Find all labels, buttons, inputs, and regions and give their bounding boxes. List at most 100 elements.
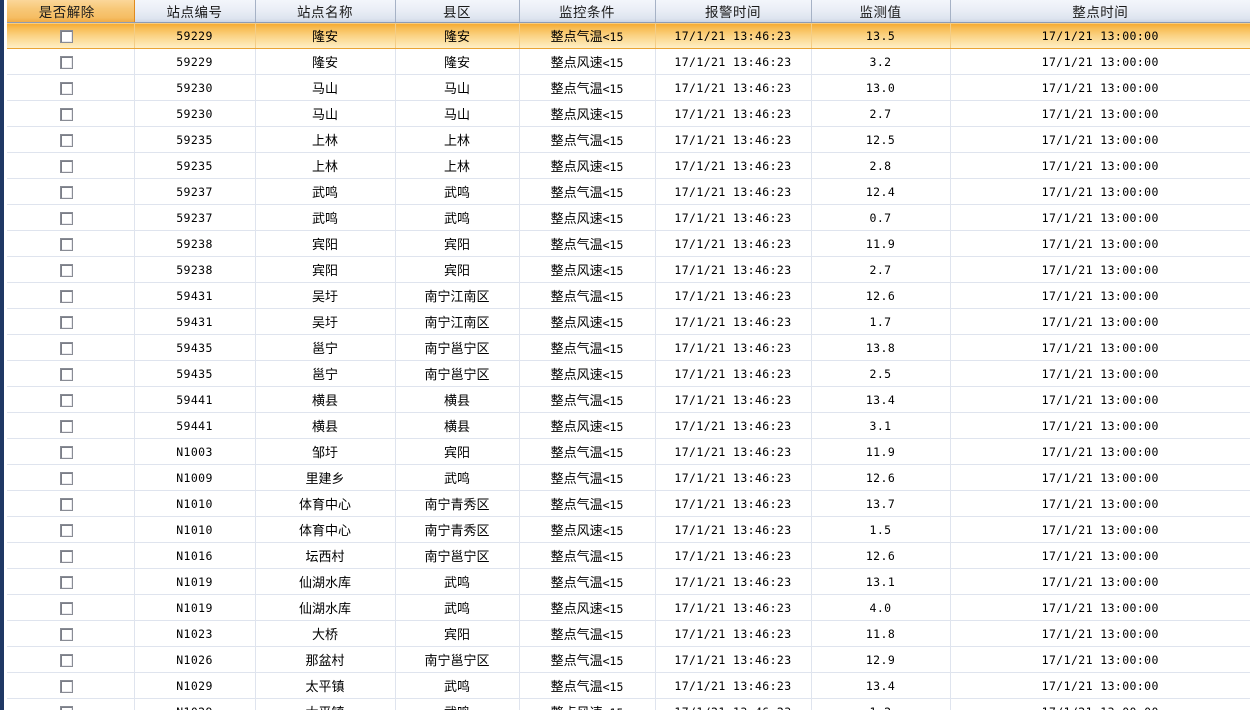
clear-alarm-checkbox[interactable] bbox=[60, 82, 74, 96]
cell-clear-flag[interactable] bbox=[0, 698, 135, 710]
cell-county: 南宁邕宁区 bbox=[395, 360, 520, 387]
clear-alarm-checkbox[interactable] bbox=[60, 550, 74, 564]
clear-alarm-checkbox[interactable] bbox=[60, 264, 74, 278]
table-row[interactable]: 59441 横县 横县 整点风速<15 17/1/21 13:46:23 3.1 17/1/… bbox=[0, 412, 1250, 439]
table-row[interactable]: 59230 马山 马山 整点风速<15 17/1/21 13:46:23 2.7 17/1/… bbox=[0, 100, 1250, 127]
cell-clear-flag[interactable] bbox=[0, 620, 135, 647]
table-row[interactable]: 59235 上林 上林 整点气温<15 17/1/21 13:46:23 12.5 17/1… bbox=[0, 126, 1250, 153]
table-row[interactable]: 59229 隆安 隆安 整点风速<15 17/1/21 13:46:23 3.2 17/1/… bbox=[0, 48, 1250, 75]
cell-clear-flag[interactable] bbox=[0, 490, 135, 517]
clear-alarm-checkbox[interactable] bbox=[60, 602, 74, 616]
cell-monitor-value: 11.8 bbox=[811, 620, 951, 647]
column-header-label: 是否解除 bbox=[38, 5, 95, 20]
cell-monitor-condition: 整点气温<15 bbox=[519, 464, 656, 491]
clear-alarm-checkbox[interactable] bbox=[60, 706, 74, 710]
clear-alarm-checkbox[interactable] bbox=[60, 30, 74, 44]
table-row[interactable]: 59435 邕宁 南宁邕宁区 整点风速<15 17/1/21 13:46:23 2.5 17… bbox=[0, 360, 1250, 387]
clear-alarm-checkbox[interactable] bbox=[60, 316, 74, 330]
table-row[interactable]: N1016 坛西村 南宁邕宁区 整点气温<15 17/1/21 13:46:23 12.6… bbox=[0, 542, 1250, 569]
column-header-county[interactable]: 县区 bbox=[395, 0, 520, 23]
clear-alarm-checkbox[interactable] bbox=[60, 160, 74, 174]
column-header-label: 监测值 bbox=[859, 5, 902, 20]
cell-county: 宾阳 bbox=[395, 230, 520, 257]
clear-alarm-checkbox[interactable] bbox=[60, 680, 74, 694]
cell-clear-flag[interactable] bbox=[0, 74, 135, 101]
table-row[interactable]: 59431 吴圩 南宁江南区 整点气温<15 17/1/21 13:46:23 12.6 1… bbox=[0, 282, 1250, 309]
clear-alarm-checkbox[interactable] bbox=[60, 472, 74, 486]
grid-focus-border-inner bbox=[4, 0, 7, 710]
table-row[interactable]: N1003 邹圩 宾阳 整点气温<15 17/1/21 13:46:23 11.9 17/1… bbox=[0, 438, 1250, 465]
table-row[interactable]: N1019 仙湖水库 武鸣 整点风速<15 17/1/21 13:46:23 4.0 17/… bbox=[0, 594, 1250, 621]
clear-alarm-checkbox[interactable] bbox=[60, 628, 74, 642]
cell-clear-flag[interactable] bbox=[0, 542, 135, 569]
cell-clear-flag[interactable] bbox=[0, 360, 135, 387]
cell-clear-flag[interactable] bbox=[0, 672, 135, 699]
clear-alarm-checkbox[interactable] bbox=[60, 446, 74, 460]
table-row[interactable]: 59238 宾阳 宾阳 整点气温<15 17/1/21 13:46:23 11.9 17/1… bbox=[0, 230, 1250, 257]
cell-clear-flag[interactable] bbox=[0, 516, 135, 543]
table-row[interactable]: N1010 体育中心 南宁青秀区 整点风速<15 17/1/21 13:46:23 1.5… bbox=[0, 516, 1250, 543]
table-row[interactable]: 59237 武鸣 武鸣 整点风速<15 17/1/21 13:46:23 0.7 17/1/… bbox=[0, 204, 1250, 231]
clear-alarm-checkbox[interactable] bbox=[60, 186, 74, 200]
table-row[interactable]: 59441 横县 横县 整点气温<15 17/1/21 13:46:23 13.4 17/1… bbox=[0, 386, 1250, 413]
cell-clear-flag[interactable] bbox=[0, 568, 135, 595]
cell-clear-flag[interactable] bbox=[0, 412, 135, 439]
cell-clear-flag[interactable] bbox=[0, 594, 135, 621]
clear-alarm-checkbox[interactable] bbox=[60, 290, 74, 304]
column-header-cond[interactable]: 监控条件 bbox=[519, 0, 656, 23]
cell-clear-flag[interactable] bbox=[0, 178, 135, 205]
cell-clear-flag[interactable] bbox=[0, 48, 135, 75]
cell-clear-flag[interactable] bbox=[0, 386, 135, 413]
clear-alarm-checkbox[interactable] bbox=[60, 498, 74, 512]
clear-alarm-checkbox[interactable] bbox=[60, 368, 74, 382]
table-row[interactable]: 59237 武鸣 武鸣 整点气温<15 17/1/21 13:46:23 12.4 17/1… bbox=[0, 178, 1250, 205]
table-row[interactable]: N1029 太平镇 武鸣 整点气温<15 17/1/21 13:46:23 13.4 17/… bbox=[0, 672, 1250, 699]
cell-clear-flag[interactable] bbox=[0, 256, 135, 283]
clear-alarm-checkbox[interactable] bbox=[60, 56, 74, 70]
table-row[interactable]: 59435 邕宁 南宁邕宁区 整点气温<15 17/1/21 13:46:23 13.8 1… bbox=[0, 334, 1250, 361]
clear-alarm-checkbox[interactable] bbox=[60, 134, 74, 148]
clear-alarm-checkbox[interactable] bbox=[60, 342, 74, 356]
cell-clear-flag[interactable] bbox=[0, 438, 135, 465]
table-row[interactable]: N1019 仙湖水库 武鸣 整点气温<15 17/1/21 13:46:23 13.1 17… bbox=[0, 568, 1250, 595]
table-row[interactable]: N1010 体育中心 南宁青秀区 整点气温<15 17/1/21 13:46:23 13.… bbox=[0, 490, 1250, 517]
table-row[interactable]: N1009 里建乡 武鸣 整点气温<15 17/1/21 13:46:23 12.6 17/… bbox=[0, 464, 1250, 491]
table-row[interactable]: 59229 隆安 隆安 整点气温<15 17/1/21 13:46:23 13.5 17/1… bbox=[0, 22, 1250, 49]
column-header-clear[interactable]: 是否解除 bbox=[0, 0, 135, 23]
cell-monitor-value: 2.5 bbox=[811, 360, 951, 387]
clear-alarm-checkbox[interactable] bbox=[60, 108, 74, 122]
cell-clear-flag[interactable] bbox=[0, 230, 135, 257]
clear-alarm-checkbox[interactable] bbox=[60, 576, 74, 590]
cell-clear-flag[interactable] bbox=[0, 646, 135, 673]
column-header-alarm[interactable]: 报警时间 bbox=[655, 0, 812, 23]
cell-clear-flag[interactable] bbox=[0, 334, 135, 361]
table-row[interactable]: 59238 宾阳 宾阳 整点风速<15 17/1/21 13:46:23 2.7 17/1/… bbox=[0, 256, 1250, 283]
clear-alarm-checkbox[interactable] bbox=[60, 212, 74, 226]
clear-alarm-checkbox[interactable] bbox=[60, 238, 74, 252]
cell-clear-flag[interactable] bbox=[0, 464, 135, 491]
column-header-label: 整点时间 bbox=[1072, 5, 1129, 20]
column-header-value[interactable]: 监测值 bbox=[811, 0, 951, 23]
cell-clear-flag[interactable] bbox=[0, 152, 135, 179]
table-row[interactable]: 59431 吴圩 南宁江南区 整点风速<15 17/1/21 13:46:23 1.7 17… bbox=[0, 308, 1250, 335]
cell-clear-flag[interactable] bbox=[0, 282, 135, 309]
cell-clear-flag[interactable] bbox=[0, 308, 135, 335]
cell-alarm-time: 17/1/21 13:46:23 bbox=[655, 646, 812, 673]
cell-clear-flag[interactable] bbox=[0, 126, 135, 153]
table-row[interactable]: N1026 那盆村 南宁邕宁区 整点气温<15 17/1/21 13:46:23 12.9… bbox=[0, 646, 1250, 673]
table-row[interactable]: N1023 大桥 宾阳 整点气温<15 17/1/21 13:46:23 11.8 17/1… bbox=[0, 620, 1250, 647]
clear-alarm-checkbox[interactable] bbox=[60, 524, 74, 538]
column-header-name[interactable]: 站点名称 bbox=[255, 0, 396, 23]
column-header-hour[interactable]: 整点时间 bbox=[950, 0, 1250, 23]
cell-clear-flag[interactable] bbox=[0, 22, 135, 49]
cell-clear-flag[interactable] bbox=[0, 100, 135, 127]
clear-alarm-checkbox[interactable] bbox=[60, 420, 74, 434]
cell-clear-flag[interactable] bbox=[0, 204, 135, 231]
table-row[interactable]: 59230 马山 马山 整点气温<15 17/1/21 13:46:23 13.0 17/1… bbox=[0, 74, 1250, 101]
column-header-code[interactable]: 站点编号 bbox=[134, 0, 256, 23]
table-row[interactable]: 59235 上林 上林 整点风速<15 17/1/21 13:46:23 2.8 17/1/… bbox=[0, 152, 1250, 179]
clear-alarm-checkbox[interactable] bbox=[60, 654, 74, 668]
clear-alarm-checkbox[interactable] bbox=[60, 394, 74, 408]
